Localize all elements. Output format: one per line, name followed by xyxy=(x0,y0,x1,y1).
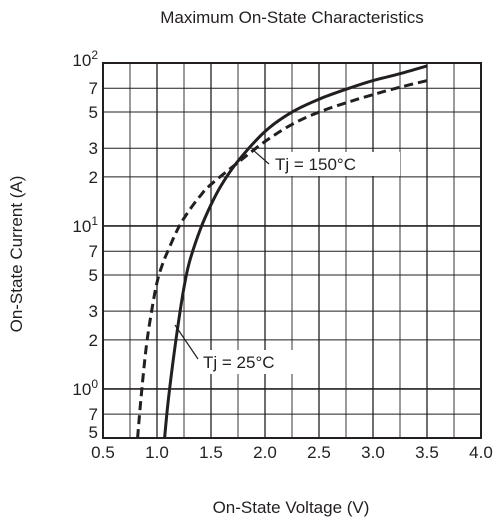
y-tick-label: 7 xyxy=(89,405,98,424)
annotation-leader xyxy=(174,324,199,360)
x-tick-label: 3.0 xyxy=(361,443,385,462)
x-tick-label: 1.0 xyxy=(145,443,169,462)
y-tick-label: 2 xyxy=(89,331,98,350)
y-tick-label: 102 xyxy=(72,48,98,70)
grid xyxy=(103,63,481,438)
y-tick-label: 5 xyxy=(89,266,98,285)
x-tick-label: 3.5 xyxy=(415,443,439,462)
series-line-tj-150 xyxy=(136,79,428,439)
x-tick-label: 0.5 xyxy=(91,443,115,462)
annotation-box xyxy=(270,152,400,176)
y-tick-label: 5 xyxy=(89,103,98,122)
y-tick-label: 101 xyxy=(72,214,98,236)
y-tick-label: 3 xyxy=(89,302,98,321)
annotations: Tj = 150°C Tj = 25°C xyxy=(174,149,400,374)
y-tick-label: 7 xyxy=(89,242,98,261)
y-tick-label: 100 xyxy=(72,377,98,399)
x-tick-label: 1.5 xyxy=(199,443,223,462)
y-axis-label: On-State Current (A) xyxy=(7,176,26,333)
tick-labels: 0.5 1.0 1.5 2.0 2.5 3.0 3.5 4.05710023571012357… xyxy=(72,48,492,462)
plot-frame xyxy=(102,62,482,439)
y-tick-label: 7 xyxy=(89,79,98,98)
x-tick-label: 2.5 xyxy=(307,443,331,462)
y-tick-label: 2 xyxy=(89,168,98,187)
chart-title: Maximum On-State Characteristics xyxy=(160,8,424,27)
series-line-tj-25 xyxy=(163,64,428,439)
annotation-label: Tj = 25°C xyxy=(203,353,275,372)
x-axis-label: On-State Voltage (V) xyxy=(213,498,370,517)
y-tick-label: 3 xyxy=(89,139,98,158)
x-tick-label: 2.0 xyxy=(253,443,277,462)
annotation-label: Tj = 150°C xyxy=(275,155,356,174)
annotation-box xyxy=(199,350,299,374)
annotation-leader xyxy=(252,149,270,165)
y-tick-label: 5 xyxy=(89,423,98,442)
series-lines xyxy=(136,64,428,439)
x-tick-label: 4.0 xyxy=(469,443,493,462)
